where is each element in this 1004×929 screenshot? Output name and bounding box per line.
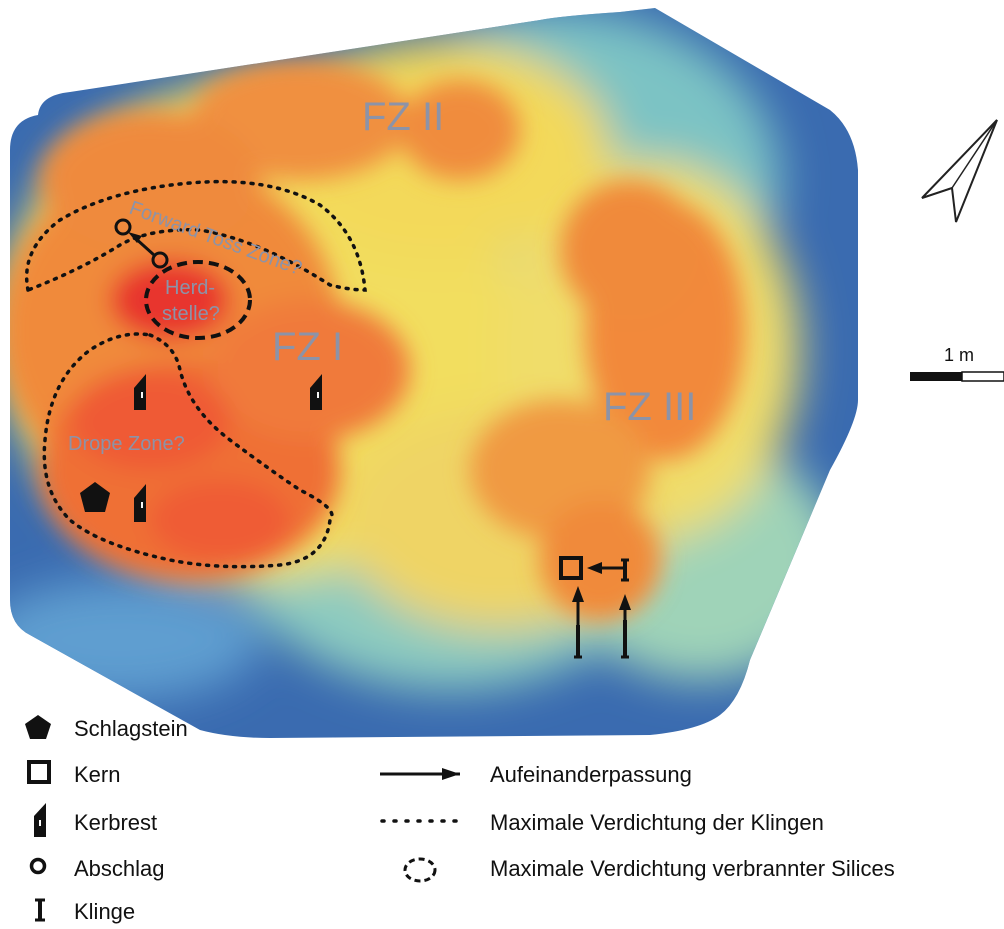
legend-schlagstein-label: Schlagstein [74,716,188,741]
zone-label-herdstelle-2: stelle? [162,303,220,325]
legend-klinge-icon [35,898,45,922]
zone-label-herdstelle-1: Herd- [165,277,215,299]
refit-arrowhead [572,586,584,602]
heatmap-surface [10,8,858,738]
legend-abschlag-label: Abschlag [74,856,165,881]
zone-label-drope: Drope Zone? [68,433,185,455]
kern-symbol [559,556,583,580]
refit-arrowhead [128,232,142,243]
abschlag-symbol [151,251,169,269]
refit-arrowhead [619,594,631,610]
legend-kerbrest-icon [34,803,46,837]
schlagstein-symbol [80,482,110,512]
kern-refit-group [559,556,631,659]
legend-kern-icon [27,760,51,784]
legend-kerbrest-label: Kerbrest [74,810,158,835]
zone-label-fz3: FZ III [603,385,696,429]
refit-arrowhead [587,562,602,574]
drope-zone-outline [42,332,334,569]
legend-dotted-line-icon [380,819,462,823]
abschlag-refit [114,218,169,269]
legend-refit-arrow-icon [380,768,460,780]
legend-verdichtung-klingen-label: Maximale Verdichtung der Klingen [490,810,824,835]
kerbrest-symbol [310,374,322,410]
legend-klinge-label: Klinge [74,899,136,924]
legend-kern-label: Kern [74,762,121,787]
abschlag-symbol [114,218,132,236]
forward-toss-zone-outline [24,179,367,293]
north-arrow-icon [921,119,998,223]
legend-dashed-ellipse-icon [403,857,437,883]
zone-label-fz2: FZ II [362,95,444,139]
scale-bar-label: 1 m [944,345,974,365]
zone-label-fz1: FZ I [272,325,343,369]
legend-abschlag-icon [29,857,47,875]
legend-aufeinanderpassung-label: Aufeinanderpassung [490,762,692,787]
legend-schlagstein-icon [25,715,51,739]
scale-bar [910,371,1004,382]
herdstelle-outline [144,260,252,340]
kerbrest-symbol [134,374,146,410]
legend-verdichtung-silices-label: Maximale Verdichtung verbrannter Silices [490,856,895,881]
kerbrest-symbol [134,484,146,522]
